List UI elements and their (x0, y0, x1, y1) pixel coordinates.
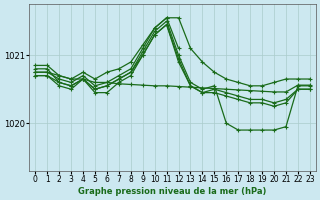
X-axis label: Graphe pression niveau de la mer (hPa): Graphe pression niveau de la mer (hPa) (78, 187, 267, 196)
